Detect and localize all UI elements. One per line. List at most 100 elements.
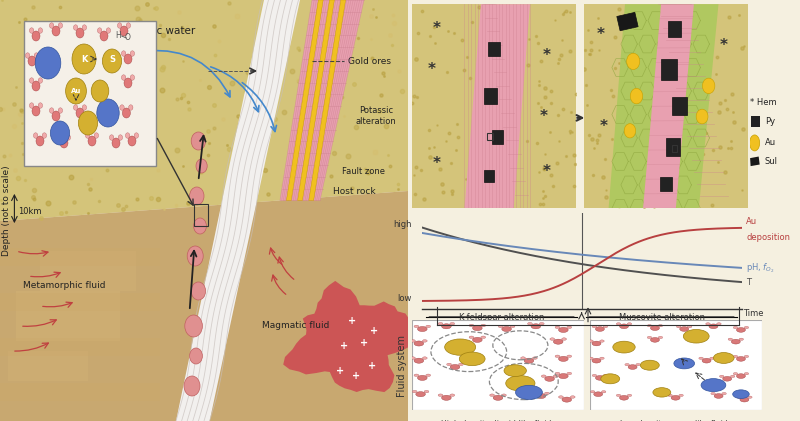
Circle shape [130, 75, 134, 80]
Circle shape [740, 397, 749, 402]
Bar [672, 145, 678, 152]
Text: T: T [746, 278, 751, 288]
Circle shape [616, 394, 621, 397]
Circle shape [570, 396, 575, 398]
Text: *: * [542, 164, 550, 179]
Circle shape [412, 390, 417, 393]
Circle shape [545, 392, 550, 394]
Text: Potassic
alteration: Potassic alteration [356, 106, 396, 126]
Circle shape [442, 395, 451, 400]
Circle shape [744, 326, 749, 329]
Circle shape [493, 395, 503, 400]
Bar [40, 251, 136, 291]
Circle shape [531, 324, 541, 329]
Bar [488, 42, 500, 56]
Circle shape [30, 103, 34, 108]
Circle shape [66, 78, 86, 104]
Circle shape [709, 324, 718, 329]
Bar [487, 133, 493, 140]
Circle shape [98, 108, 102, 113]
Circle shape [32, 81, 40, 91]
Text: High-density, liquid-like fluids: High-density, liquid-like fluids [441, 419, 555, 421]
Circle shape [590, 391, 595, 393]
Circle shape [426, 374, 430, 376]
Circle shape [527, 322, 532, 325]
Circle shape [626, 53, 640, 69]
Circle shape [30, 78, 34, 83]
Text: *: * [542, 48, 550, 63]
Circle shape [592, 325, 597, 328]
Circle shape [126, 133, 130, 138]
Bar [0, 248, 160, 266]
Text: O: O [125, 34, 131, 43]
Circle shape [438, 394, 443, 397]
Circle shape [469, 324, 474, 327]
Circle shape [515, 385, 542, 400]
Circle shape [34, 53, 38, 58]
Circle shape [126, 23, 130, 28]
Circle shape [504, 365, 526, 376]
Circle shape [72, 44, 96, 74]
Circle shape [473, 325, 482, 330]
Circle shape [616, 323, 621, 325]
Bar [672, 97, 686, 115]
Bar [661, 59, 678, 80]
Circle shape [187, 246, 203, 266]
Circle shape [442, 324, 451, 329]
Circle shape [536, 394, 546, 399]
Bar [16, 291, 120, 341]
Circle shape [647, 336, 652, 338]
Circle shape [120, 105, 124, 110]
Text: deposition: deposition [746, 233, 790, 242]
Circle shape [184, 376, 200, 396]
Circle shape [711, 392, 715, 395]
Circle shape [558, 373, 568, 378]
Circle shape [733, 390, 750, 399]
Circle shape [38, 28, 42, 33]
Circle shape [36, 136, 44, 146]
Circle shape [112, 138, 120, 148]
Circle shape [102, 49, 122, 73]
Circle shape [130, 51, 134, 56]
Circle shape [100, 111, 108, 121]
Bar [0, 383, 160, 401]
Circle shape [94, 133, 98, 138]
Circle shape [118, 135, 122, 140]
Circle shape [35, 47, 61, 79]
Bar [660, 177, 672, 191]
Circle shape [628, 365, 637, 369]
Circle shape [38, 78, 42, 83]
Circle shape [539, 322, 544, 325]
Circle shape [91, 80, 109, 102]
Circle shape [78, 111, 98, 135]
Bar [0, 338, 160, 356]
Circle shape [88, 136, 96, 146]
Polygon shape [617, 12, 638, 31]
Circle shape [533, 392, 538, 394]
Circle shape [38, 103, 42, 108]
Circle shape [502, 326, 511, 332]
Circle shape [76, 28, 84, 38]
Circle shape [100, 31, 108, 41]
Circle shape [589, 340, 594, 342]
Circle shape [418, 326, 427, 332]
Polygon shape [298, 0, 334, 200]
Circle shape [191, 282, 206, 300]
Circle shape [627, 394, 632, 397]
Text: Muscovite alteration: Muscovite alteration [618, 313, 705, 322]
Polygon shape [643, 4, 694, 208]
Circle shape [737, 374, 746, 378]
Circle shape [410, 357, 415, 360]
Circle shape [122, 75, 126, 80]
Circle shape [450, 394, 454, 397]
Circle shape [653, 388, 670, 397]
Circle shape [658, 325, 662, 327]
Circle shape [710, 357, 714, 360]
Circle shape [683, 330, 709, 343]
Circle shape [728, 338, 733, 341]
Circle shape [624, 124, 636, 138]
Text: *: * [433, 156, 441, 171]
Bar [0, 293, 160, 311]
Bar [491, 130, 503, 144]
Circle shape [128, 136, 136, 146]
